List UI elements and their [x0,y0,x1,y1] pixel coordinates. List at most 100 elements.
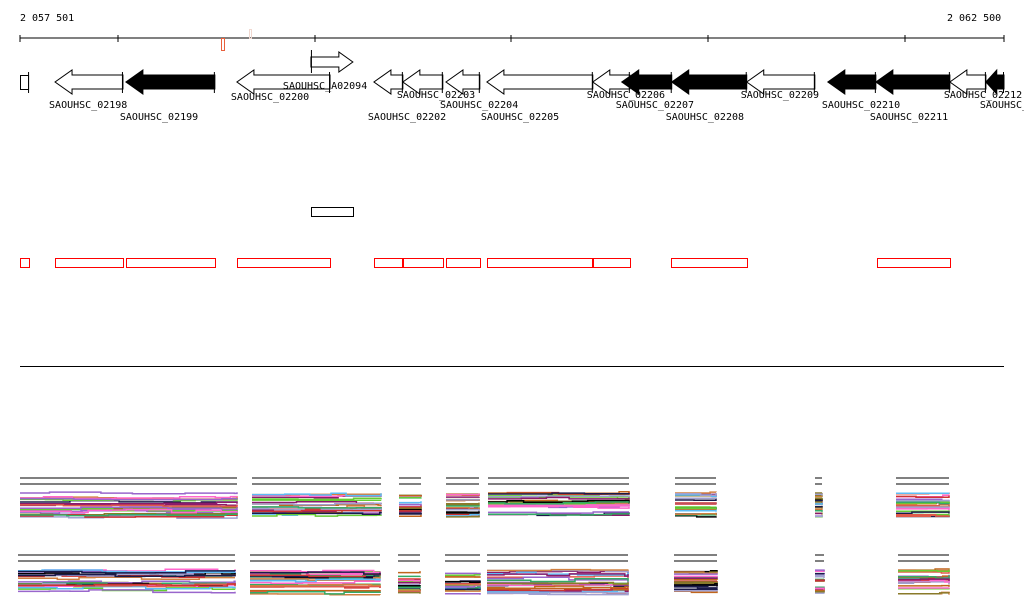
gene-label[interactable]: SAOUHSC_02200 [231,92,309,103]
expression-profile-bottom [674,590,718,594]
expression-profile-bottom [487,592,629,596]
annotation-box[interactable] [487,258,593,268]
gene-arrow-reverse[interactable] [874,69,951,95]
gene-label[interactable]: SAOUHSC_02206 [587,90,665,101]
expression-profile-bottom [398,579,421,582]
gene-arrow-reverse[interactable] [826,69,877,95]
annotation-box[interactable] [126,258,216,268]
expression-profile-bottom [674,588,718,591]
gene-arrow-reverse[interactable] [373,69,404,95]
expression-profile-bottom [445,572,481,575]
expression-profile-top [675,497,717,499]
gene-label[interactable]: SAOUHSC_02210 [822,100,900,111]
gene-label[interactable]: SAOUHSC_02205 [481,112,559,123]
gene-label[interactable]: SAOUHSC_02199 [120,112,198,123]
annotation-box[interactable] [403,258,444,268]
expression-profile-top [896,499,950,502]
expression-profile-bottom [398,575,421,578]
gene-arrow-reverse[interactable] [670,69,748,95]
feature-box[interactable] [311,207,354,217]
annotation-box[interactable] [593,258,631,268]
annotation-box[interactable] [237,258,331,268]
expression-profile-top [252,511,382,516]
expression-profile-top [815,508,823,510]
expression-profile-top [896,506,950,508]
expression-profile-bottom [18,583,236,587]
gene-label[interactable]: SAOUHSC_02212 [944,90,1022,101]
gene-label[interactable]: SAOUHSC_A02094 [283,81,367,92]
gene-label[interactable]: SAOUHSC_02211 [870,112,948,123]
annotation-box[interactable] [671,258,748,268]
expression-profile-top [675,498,717,501]
annotation-box[interactable] [20,258,30,268]
ruler-start-label: 2 057 501 [20,13,75,24]
gene-label[interactable]: SAOUHSC_02209 [741,90,819,101]
expression-profile-bottom [398,571,421,574]
expression-profile-top [446,510,480,514]
gene-label[interactable]: SAOUHSC_02204 [440,100,518,111]
gene-arrow-reverse[interactable] [486,69,594,95]
expression-profile-bottom [250,583,381,587]
annotation-box[interactable] [877,258,951,268]
position-marker [221,38,225,51]
expression-profile-top [675,494,717,498]
gene-label[interactable]: SAOUHSC_02208 [666,112,744,123]
expression-profile-top [252,497,382,501]
expression-profile-top [675,493,717,496]
expression-profile-top [488,495,630,498]
gene-arrow-reverse[interactable] [401,69,444,95]
expression-profile-top [446,508,480,512]
gene-arrow-reverse[interactable] [620,69,673,95]
gene-arrow-reverse[interactable] [985,68,1005,96]
expression-profile-bottom [815,569,825,572]
gene-arrow-reverse[interactable] [54,69,124,95]
expression-profile-top [675,513,717,516]
annotation-box[interactable] [55,258,124,268]
expression-profile-top [815,493,823,496]
expression-profile-top [488,503,630,507]
expression-profile-top [399,510,422,513]
gene-label[interactable]: SAOUHSC_02198 [49,100,127,111]
expression-profile-top [446,496,480,498]
ruler-end-label: 2 062 500 [947,13,1002,24]
gene-label[interactable]: SAOUHSC_02213 [980,100,1024,111]
annotation-box[interactable] [374,258,403,268]
expression-profile-bottom [445,583,481,586]
expression-profile-top [20,506,238,511]
expression-profile-bottom [487,573,629,577]
expression-profile-bottom [445,584,481,588]
expression-profile-bottom [487,591,629,595]
expression-profile-top [252,492,382,497]
expression-profile-bottom [674,573,718,575]
expression-profile-top [896,503,950,508]
gene-arrow-reverse[interactable] [125,69,216,95]
gene-label[interactable]: SAOUHSC_02203 [397,90,475,101]
expression-profile-bottom [487,568,629,572]
gene-arrow-forward[interactable] [310,51,354,73]
expression-profile-top [20,499,238,504]
gene-box[interactable] [20,75,30,90]
expression-profile-bottom [445,592,481,595]
expression-profile-top [252,502,382,506]
expression-profile-top [675,507,717,510]
annotation-box[interactable] [446,258,481,268]
expression-profile-top [896,511,950,514]
gene-arrow-reverse[interactable] [236,69,331,95]
gene-label[interactable]: SAOUHSC_02202 [368,112,446,123]
gene-label[interactable]: SAOUHSC_02207 [616,100,694,111]
gene-arrow-reverse[interactable] [591,69,631,95]
expression-profile-top [20,497,238,501]
expression-profile-bottom [815,590,825,593]
expression-profile-top [446,502,480,505]
expression-profile-bottom [18,569,236,573]
expression-profile-bottom [898,569,950,572]
expression-profile-bottom [250,585,381,588]
expression-profile-top [446,513,480,517]
gene-arrow-reverse[interactable] [949,69,987,95]
expression-profile-top [20,507,238,512]
gene-arrow-reverse[interactable] [445,69,481,95]
expression-profile-top [488,513,630,516]
gene-arrow-reverse[interactable] [745,69,816,95]
